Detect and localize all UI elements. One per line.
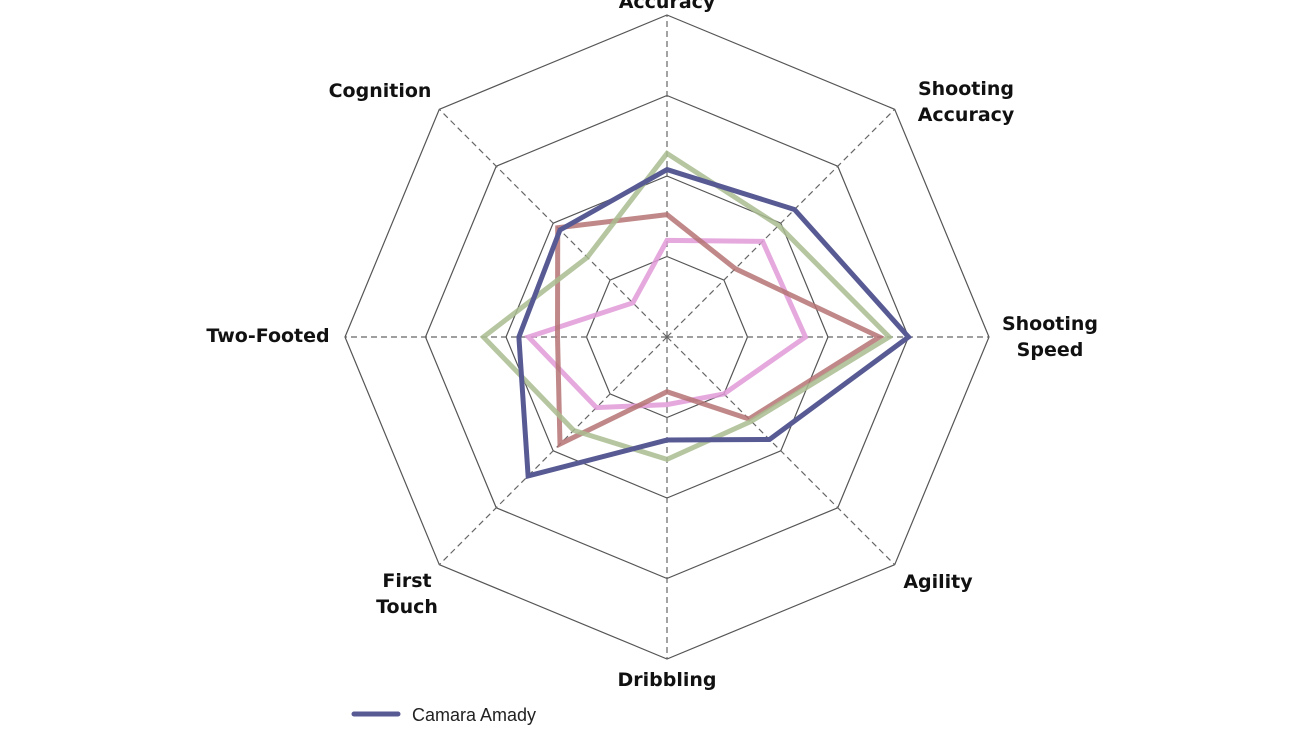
series-line-2: [555, 212, 885, 448]
axis-label-line: First: [382, 570, 431, 592]
axis-label-1: Shooting Accuracy: [918, 78, 1015, 126]
axis-label-line: Shooting: [1002, 313, 1098, 335]
axis-label-5: First Touch: [376, 570, 438, 618]
axis-spoke: [438, 108, 668, 338]
axis-spoke: [438, 336, 668, 566]
legend-label-camara-amady: Camara Amady: [412, 705, 536, 725]
axis-spoke: [666, 336, 896, 566]
axis-labels: Accuracy Shooting Accuracy Shooting Speed Agi…: [206, 0, 1098, 691]
axis-label-line: Cognition: [329, 80, 432, 102]
axis-label-line: Shooting: [918, 78, 1014, 100]
axis-label-4: Dribbling: [617, 669, 716, 691]
radar-series: [479, 150, 913, 480]
axis-label-line: Accuracy: [619, 0, 716, 13]
axis-label-0: Accuracy: [619, 0, 716, 13]
axis-label-6: Two-Footed: [206, 325, 329, 347]
series-line-0: [516, 166, 913, 480]
axis-label-line: Touch: [376, 596, 438, 618]
axis-label-line: Speed: [1017, 339, 1084, 361]
axis-label-line: Agility: [903, 571, 973, 593]
axis-label-line: Two-Footed: [206, 325, 329, 347]
series-line-1: [479, 150, 894, 463]
axis-label-2: Shooting Speed: [1002, 313, 1098, 361]
series-line-3: [523, 237, 809, 411]
radar-grid: [344, 14, 990, 660]
axis-spoke: [666, 108, 896, 338]
axis-label-7: Cognition: [329, 80, 432, 102]
axis-label-line: Accuracy: [918, 104, 1015, 126]
axis-label-line: Dribbling: [617, 669, 716, 691]
legend: Camara Amady: [351, 705, 536, 725]
axis-label-3: Agility: [903, 571, 973, 593]
